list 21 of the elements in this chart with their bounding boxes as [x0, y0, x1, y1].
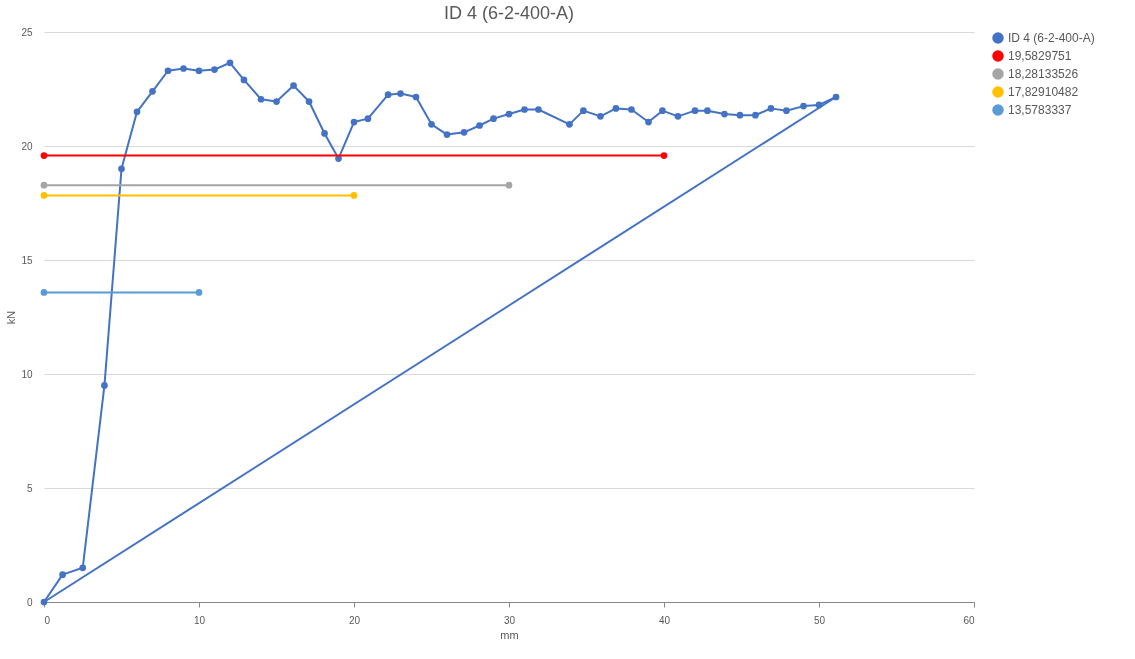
x-tick-label: 10: [193, 614, 206, 626]
x-tick-label: 0: [44, 614, 51, 626]
y-tick-label: 0: [26, 596, 33, 608]
x-tick-label: 50: [813, 614, 826, 626]
x-tick-label: 30: [503, 614, 516, 626]
legend-label: 18,28133526: [1008, 67, 1079, 81]
chart-title: ID 4 (6-2-400-A): [443, 3, 575, 23]
y-tick-label: 5: [26, 482, 33, 494]
legend-label: 17,82910482: [1008, 85, 1079, 99]
y-tick-label: 10: [21, 368, 33, 380]
y-tick-label: 25: [21, 26, 33, 38]
y-tick-label: 15: [21, 254, 33, 266]
x-axis-title: mm: [500, 628, 519, 641]
x-tick-label: 40: [658, 614, 671, 626]
legend-label: 13,5783337: [1008, 103, 1072, 117]
legend-label: ID 4 (6-2-400-A): [1008, 31, 1095, 45]
y-axis-title: kN: [5, 310, 18, 325]
x-tick-label: 20: [348, 614, 361, 626]
x-tick-label: 60: [963, 614, 975, 626]
legend-label: 19,5829751: [1008, 49, 1072, 63]
y-tick-label: 20: [21, 140, 33, 152]
